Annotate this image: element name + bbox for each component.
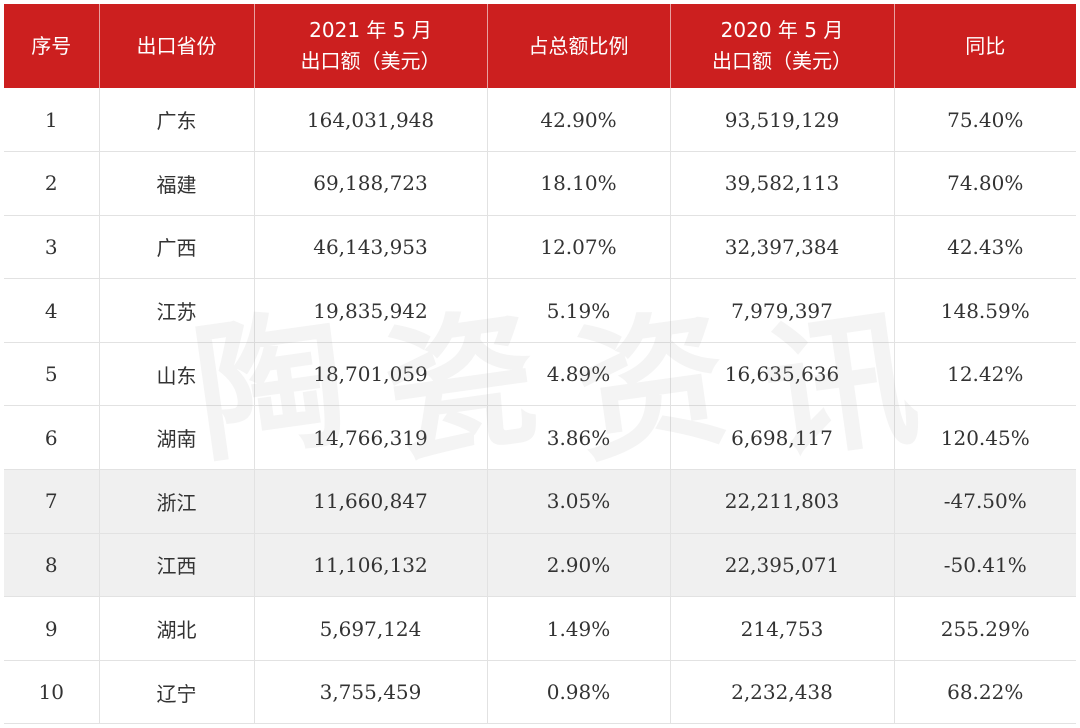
cell-yoy: -47.50% (894, 469, 1076, 534)
cell-export-2020: 7,979,397 (670, 278, 895, 343)
cell-share: 4.89% (487, 342, 671, 407)
cell-no: 3 (4, 215, 100, 280)
cell-yoy: 255.29% (894, 596, 1076, 661)
data-table-container: 序号 出口省份 2021 年 5 月出口额（美元） 占总额比例 2020 年 5… (4, 4, 1076, 725)
cell-export-2020: 39,582,113 (670, 151, 895, 216)
cell-share: 5.19% (487, 278, 671, 343)
header-row: 序号 出口省份 2021 年 5 月出口额（美元） 占总额比例 2020 年 5… (4, 4, 1076, 88)
cell-no: 4 (4, 278, 100, 343)
export-table: 序号 出口省份 2021 年 5 月出口额（美元） 占总额比例 2020 年 5… (4, 4, 1076, 725)
cell-no: 8 (4, 533, 100, 598)
cell-no: 5 (4, 342, 100, 407)
cell-no: 7 (4, 469, 100, 534)
cell-export-2021: 164,031,948 (254, 88, 488, 153)
cell-province: 江苏 (99, 278, 255, 343)
cell-province: 广西 (99, 215, 255, 280)
cell-share: 0.98% (487, 660, 671, 725)
table-row: 9 湖北 5,697,124 1.49% 214,753 255.29% (4, 596, 1076, 661)
cell-no: 9 (4, 596, 100, 661)
cell-export-2020: 93,519,129 (670, 88, 895, 153)
cell-province: 浙江 (99, 469, 255, 534)
cell-yoy: 75.40% (894, 88, 1076, 153)
header-no: 序号 (4, 4, 100, 88)
table-row: 10 辽宁 3,755,459 0.98% 2,232,438 68.22% (4, 660, 1076, 725)
cell-share: 18.10% (487, 151, 671, 216)
cell-province: 辽宁 (99, 660, 255, 725)
cell-yoy: 74.80% (894, 151, 1076, 216)
cell-share: 3.05% (487, 469, 671, 534)
cell-no: 6 (4, 405, 100, 471)
table-row: 3 广西 46,143,953 12.07% 32,397,384 42.43% (4, 215, 1076, 280)
cell-export-2020: 22,395,071 (670, 533, 895, 598)
cell-yoy: 120.45% (894, 405, 1076, 471)
cell-export-2021: 14,766,319 (254, 405, 488, 471)
header-export-2020: 2020 年 5 月出口额（美元） (670, 4, 895, 88)
cell-no: 2 (4, 151, 100, 216)
cell-export-2020: 16,635,636 (670, 342, 895, 407)
header-province: 出口省份 (99, 4, 255, 88)
cell-yoy: -50.41% (894, 533, 1076, 598)
cell-province: 山东 (99, 342, 255, 407)
cell-yoy: 148.59% (894, 278, 1076, 343)
header-share: 占总额比例 (487, 4, 671, 88)
cell-export-2020: 32,397,384 (670, 215, 895, 280)
table-row: 2 福建 69,188,723 18.10% 39,582,113 74.80% (4, 151, 1076, 216)
cell-export-2021: 46,143,953 (254, 215, 488, 280)
table-row: 7 浙江 11,660,847 3.05% 22,211,803 -47.50% (4, 469, 1076, 534)
cell-yoy: 68.22% (894, 660, 1076, 725)
cell-province: 湖北 (99, 596, 255, 661)
table-row: 1 广东 164,031,948 42.90% 93,519,129 75.40% (4, 88, 1076, 153)
cell-export-2021: 18,701,059 (254, 342, 488, 407)
cell-export-2020: 2,232,438 (670, 660, 895, 725)
cell-export-2020: 214,753 (670, 596, 895, 661)
cell-export-2021: 11,660,847 (254, 469, 488, 534)
cell-share: 1.49% (487, 596, 671, 661)
cell-province: 江西 (99, 533, 255, 598)
table-row: 8 江西 11,106,132 2.90% 22,395,071 -50.41% (4, 533, 1076, 598)
cell-export-2020: 22,211,803 (670, 469, 895, 534)
table-row: 4 江苏 19,835,942 5.19% 7,979,397 148.59% (4, 278, 1076, 343)
cell-no: 1 (4, 88, 100, 153)
cell-province: 福建 (99, 151, 255, 216)
cell-province: 湖南 (99, 405, 255, 471)
cell-export-2021: 69,188,723 (254, 151, 488, 216)
cell-share: 12.07% (487, 215, 671, 280)
table-body: 1 广东 164,031,948 42.90% 93,519,129 75.40% 2 福建 6… (4, 88, 1076, 725)
cell-export-2021: 19,835,942 (254, 278, 488, 343)
table-row: 5 山东 18,701,059 4.89% 16,635,636 12.42% (4, 342, 1076, 407)
table-header: 序号 出口省份 2021 年 5 月出口额（美元） 占总额比例 2020 年 5… (4, 4, 1076, 88)
cell-no: 10 (4, 660, 100, 725)
cell-export-2021: 11,106,132 (254, 533, 488, 598)
cell-yoy: 42.43% (894, 215, 1076, 280)
cell-province: 广东 (99, 88, 255, 153)
cell-yoy: 12.42% (894, 342, 1076, 407)
cell-export-2021: 3,755,459 (254, 660, 488, 725)
cell-export-2020: 6,698,117 (670, 405, 895, 471)
cell-share: 42.90% (487, 88, 671, 153)
cell-share: 3.86% (487, 405, 671, 471)
cell-export-2021: 5,697,124 (254, 596, 488, 661)
cell-share: 2.90% (487, 533, 671, 598)
header-export-2021: 2021 年 5 月出口额（美元） (254, 4, 488, 88)
header-yoy: 同比 (894, 4, 1076, 88)
table-row: 6 湖南 14,766,319 3.86% 6,698,117 120.45% (4, 405, 1076, 471)
